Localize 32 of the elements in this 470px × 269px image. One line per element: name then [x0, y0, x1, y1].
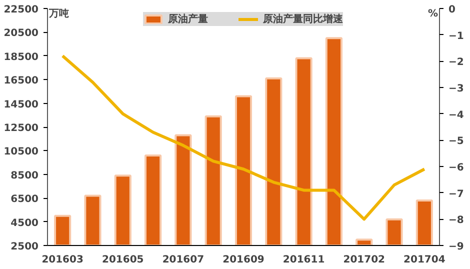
y2-tick-label: 0 [448, 4, 456, 16]
legend-label: 原油产量 [168, 12, 208, 26]
y-tick-label: 8500 [10, 170, 39, 182]
y-tick-label: 10500 [4, 146, 39, 158]
y-tick-label: 4500 [10, 218, 39, 229]
y-tick-label: 14500 [4, 99, 39, 110]
y-tick-label: 16500 [4, 76, 39, 87]
y2-tick-label: −4 [448, 110, 464, 121]
legend-label: 原油产量同比增速 [263, 12, 343, 26]
y2-tick-label: −9 [448, 242, 464, 252]
y-tick-label: 18500 [4, 52, 39, 63]
y2-axis-title: % [428, 8, 438, 20]
x-tick-label: 201607 [162, 254, 204, 266]
x-tick-label: 201702 [343, 254, 386, 266]
y-tick-label: 12500 [4, 123, 39, 134]
y2-tick-label: −6 [448, 162, 464, 174]
y-tick-label: 20500 [4, 28, 39, 40]
x-tick-label: 201609 [222, 254, 264, 266]
y-tick-label: 6500 [10, 194, 39, 206]
y-tick-label: 2500 [10, 242, 39, 252]
x-tick-label: 201611 [282, 254, 325, 266]
y2-tick-label: −8 [448, 215, 464, 226]
x-tick-label: 201603 [42, 254, 84, 266]
y-tick-label: 22500 [4, 4, 39, 16]
y2-tick-label: −1 [448, 30, 464, 42]
x-tick-label: 201605 [102, 254, 144, 266]
y2-tick-label: −3 [448, 84, 464, 94]
y2-tick-label: −5 [448, 136, 464, 148]
y2-tick-label: −7 [448, 188, 464, 200]
y2-tick-label: −2 [448, 57, 464, 68]
line-series [61, 54, 426, 221]
x-tick-label: 201704 [404, 254, 446, 266]
